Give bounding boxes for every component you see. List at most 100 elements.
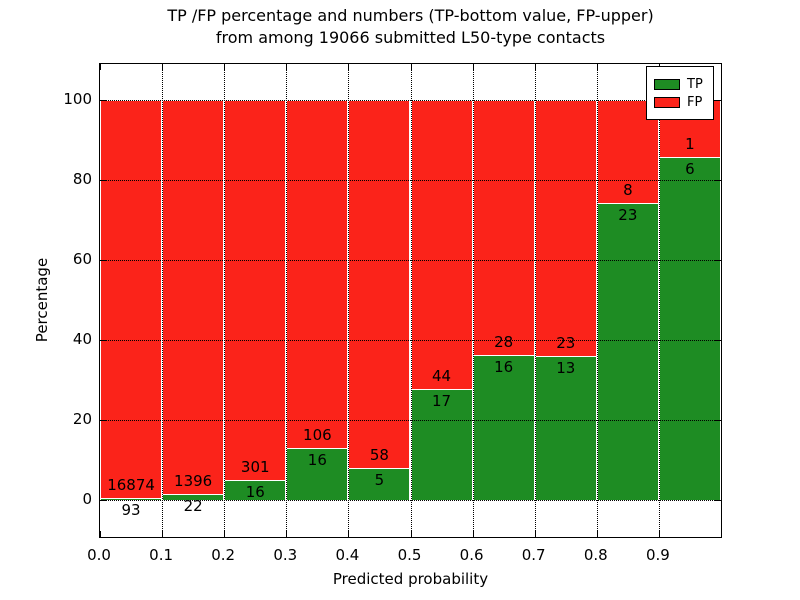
x-tick-label: 0.7 (521, 546, 546, 564)
tp-count-label: 5 (374, 471, 385, 490)
gridline-v-0.2 (224, 64, 226, 537)
xtick-top (100, 64, 101, 70)
x-tick-label: 0.1 (149, 546, 174, 564)
tp-swatch-icon (654, 78, 680, 90)
chart-title-line1: TP /FP percentage and numbers (TP-bottom… (167, 6, 654, 25)
xtick-bottom (534, 531, 536, 537)
ytick-right (715, 340, 721, 341)
legend-item-tp: TP (654, 76, 705, 92)
xtick-top (348, 64, 350, 70)
y-tick-label: 20 (72, 410, 92, 428)
x-tick-label: 0.2 (211, 546, 236, 564)
tp-count-label: 13 (556, 358, 576, 377)
bar-bin-0.1 (162, 100, 225, 500)
bar-segment-fp (225, 101, 286, 481)
fp-count-label: 1396 (174, 471, 213, 490)
bar-bin-0.3 (286, 100, 349, 500)
bar-segment-fp (535, 101, 596, 357)
gridline-v-0.8 (596, 64, 598, 537)
bar-bin-0.0 (100, 100, 163, 500)
xtick-bottom (286, 531, 288, 537)
xtick-top (596, 64, 598, 70)
bar-bin-0.2 (224, 100, 287, 500)
xtick-bottom (410, 531, 412, 537)
bar-bin-0.7 (534, 100, 597, 500)
bar-bin-0.6 (472, 100, 535, 500)
x-tick-label: 0.8 (583, 546, 608, 564)
chart-title-line2: from among 19066 submitted L50-type cont… (215, 28, 606, 47)
fp-count-label: 8 (623, 181, 633, 200)
xtick-bottom (596, 531, 598, 537)
ytick-right (715, 180, 721, 181)
ytick-right (715, 420, 721, 421)
ytick-left (100, 180, 106, 181)
tp-count-label: 23 (618, 206, 638, 225)
gridline-v-0.7 (534, 64, 536, 537)
bar-bin-0.8 (596, 100, 659, 500)
legend-label-tp: TP (687, 76, 703, 92)
ytick-left (100, 500, 106, 501)
tp-count-label: 16 (494, 357, 514, 376)
fp-count-label: 16874 (107, 475, 155, 494)
x-tick-label: 0.6 (459, 546, 484, 564)
y-tick-label: 40 (72, 330, 92, 348)
bar-segment-fp (287, 101, 348, 449)
xtick-bottom (658, 531, 660, 537)
xtick-top (286, 64, 288, 70)
ytick-left (100, 340, 106, 341)
x-tick-label: 0.3 (273, 546, 298, 564)
fp-count-label: 44 (432, 366, 452, 385)
y-tick-label: 60 (72, 250, 92, 268)
x-tick-label: 0.0 (87, 546, 111, 564)
tp-count-label: 22 (183, 496, 203, 515)
legend-label-fp: FP (687, 94, 703, 110)
gridline-v-0.1 (162, 64, 164, 537)
x-axis-label: Predicted probability (332, 570, 489, 588)
ytick-left (100, 260, 106, 261)
bar-segment-fp (163, 101, 224, 495)
tp-count-label: 16 (245, 482, 265, 501)
tp-count-label: 17 (432, 391, 452, 410)
bar-bin-0.9 (658, 100, 721, 500)
bar-segment-fp (411, 101, 472, 390)
bar-segment-fp (101, 101, 162, 499)
xtick-top (472, 64, 474, 70)
bar-segment-fp (349, 101, 410, 470)
y-tick-label: 100 (63, 90, 92, 108)
x-tick-label: 0.9 (645, 546, 670, 564)
xtick-bottom (472, 531, 474, 537)
ytick-left (100, 100, 106, 101)
bar-bin-0.4 (348, 100, 411, 500)
fp-count-label: 1 (685, 135, 695, 154)
tp-count-label: 93 (121, 500, 141, 519)
fp-count-label: 58 (369, 446, 389, 465)
x-tick-label: 0.4 (335, 546, 360, 564)
bar-bin-0.5 (410, 100, 473, 500)
y-tick-label: 80 (72, 170, 92, 188)
bar-segment-fp (473, 101, 534, 356)
tp-count-label: 16 (307, 450, 327, 469)
xtick-top (534, 64, 536, 70)
ytick-right (715, 260, 721, 261)
xtick-bottom (162, 531, 164, 537)
xtick-top (224, 64, 226, 70)
chart-title: TP /FP percentage and numbers (TP-bottom… (99, 5, 722, 49)
xtick-top (410, 64, 412, 70)
xtick-bottom (348, 531, 350, 537)
x-tick-label: 0.5 (397, 546, 422, 564)
y-tick-label: 0 (82, 490, 92, 508)
fp-count-label: 23 (556, 333, 576, 352)
xtick-top (162, 64, 164, 70)
gridline-v-0.5 (410, 64, 412, 537)
tp-count-label: 6 (685, 160, 695, 179)
gridline-v-0.6 (472, 64, 474, 537)
plot-area: 16874 93 1396 22 301 16 106 16 58 5 44 17 28 16 23 13 8 2… (99, 63, 722, 538)
legend-item-fp: FP (654, 94, 705, 110)
ytick-right (715, 100, 721, 101)
gridline-v-0.4 (348, 64, 350, 537)
fp-swatch-icon (654, 96, 680, 108)
xtick-bottom (224, 531, 226, 537)
fp-count-label: 28 (494, 332, 514, 351)
gridline-v-0.3 (286, 64, 288, 537)
